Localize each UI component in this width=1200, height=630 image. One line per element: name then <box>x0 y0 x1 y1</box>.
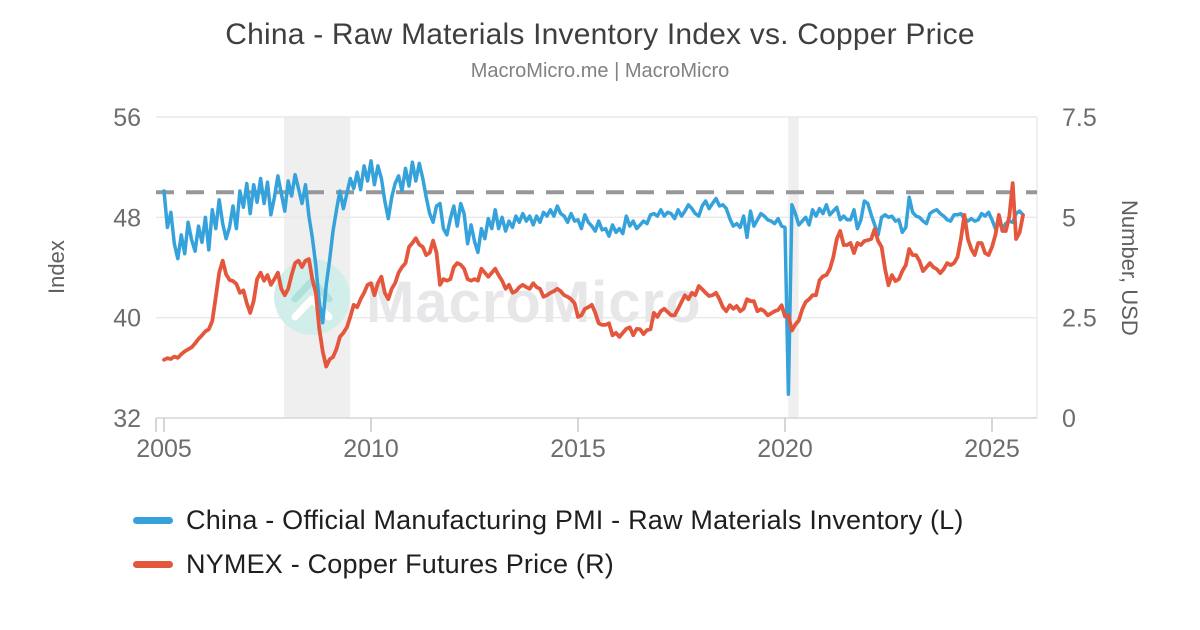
chart-title: China - Raw Materials Inventory Index vs… <box>225 18 975 51</box>
legend-label-copper: NYMEX - Copper Futures Price (R) <box>186 549 614 579</box>
legend-item-copper[interactable]: NYMEX - Copper Futures Price (R) <box>133 549 964 580</box>
y-right-tick-label: 0 <box>1062 405 1076 433</box>
plot-svg[interactable]: MacroMicro 56 48 40 32 7.5 5 2.5 0 2005 2010 2015 20… <box>0 100 1200 490</box>
y-left-tick-label: 48 <box>113 204 141 232</box>
y-left-tick-label: 56 <box>113 104 141 132</box>
legend-label-pmi: China - Official Manufacturing PMI - Raw… <box>186 505 964 535</box>
x-axis-tick-label: 2005 <box>136 435 192 463</box>
y-left-tick-label: 40 <box>113 305 141 333</box>
y-axis-title-left: Index <box>44 240 69 295</box>
series-line-pmi[interactable] <box>162 159 1025 396</box>
legend: China - Official Manufacturing PMI - Raw… <box>133 505 964 593</box>
y-right-tick-label: 7.5 <box>1062 104 1097 132</box>
chart-subtitle: MacroMicro.me | MacroMicro <box>470 60 730 82</box>
legend-item-pmi[interactable]: China - Official Manufacturing PMI - Raw… <box>133 505 964 536</box>
y-right-tick-label: 5 <box>1062 204 1076 232</box>
chart-plot-area[interactable]: MacroMicro 56 48 40 32 7.5 5 2.5 0 2005 2010 2015 20… <box>0 100 1200 490</box>
x-axis-tick-label: 2015 <box>550 435 606 463</box>
y-axis-title-right: Number, USD <box>1117 199 1142 336</box>
watermark-text: MacroMicro <box>366 270 702 335</box>
x-axis-tick-label: 2010 <box>343 435 399 463</box>
series-line-copper[interactable] <box>162 181 1025 369</box>
x-axis-tick-label: 2025 <box>964 435 1020 463</box>
x-axis-tick-label: 2020 <box>757 435 813 463</box>
y-left-tick-label: 32 <box>113 405 141 433</box>
recession-band <box>788 117 799 418</box>
y-right-tick-label: 2.5 <box>1062 305 1097 333</box>
legend-swatch-copper <box>133 561 173 568</box>
legend-swatch-pmi <box>133 517 173 524</box>
